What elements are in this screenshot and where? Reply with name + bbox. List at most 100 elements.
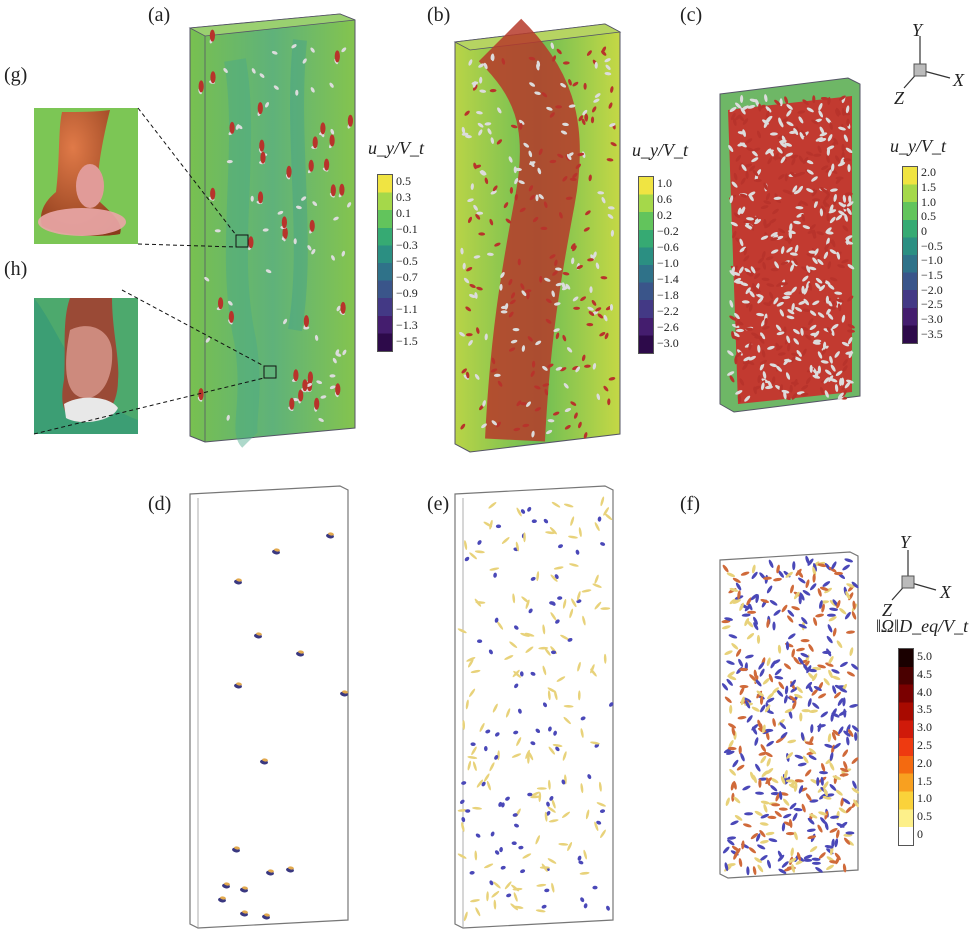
particle [585,210,591,216]
particle [844,192,853,196]
particle [779,142,787,148]
colorbar-a-tick-label: −0.3 [396,238,418,252]
vortex-structure [813,617,818,626]
vortex-structure [781,861,789,868]
particle [806,169,814,175]
particle-wake [347,114,353,127]
particle [747,360,755,366]
vortex-structure [802,590,811,596]
vortex-structure [527,792,533,797]
vortex-structure [530,576,536,581]
vortex-structure [756,634,761,644]
particle [779,309,785,317]
particle [829,355,833,364]
vortex-structure [839,661,848,668]
particle [820,205,827,213]
particle [826,155,830,163]
particle [471,81,479,85]
particle-wake [257,191,264,204]
particle [302,58,307,64]
particle [542,365,548,371]
vortex-cluster [268,869,274,873]
vortex-structure [557,596,563,600]
vortex-structure [785,779,795,783]
particle [743,356,751,362]
particle [843,158,852,162]
vortex-structure [788,783,797,789]
vortex-structure [844,558,854,563]
particle [783,358,792,363]
particle [560,130,568,135]
particle [791,392,798,400]
particle [599,332,606,337]
particle [204,276,210,282]
colorbar-a-tick-label: −0.7 [396,270,418,284]
colorbar-f-tick-label: 1.5 [917,773,932,788]
particle [508,311,514,318]
vortex-structure [554,690,558,701]
vortex-structure [800,652,809,658]
vortex-cluster [220,896,226,900]
vortex-structure [815,613,825,618]
particle [793,257,798,266]
vortex-structure [489,519,493,530]
particle [770,249,779,254]
vortex-structure [755,679,762,687]
vortex-structure [495,732,500,737]
vortex-structure [516,507,522,517]
particle-wake [248,236,254,249]
vortex-structure [842,564,850,571]
particle [562,334,567,342]
particle [786,121,794,127]
particle [767,157,773,165]
vortex-structure [524,632,535,637]
particle-wake [282,226,288,239]
vortex-structure [530,671,536,676]
vortex-structure [831,712,840,718]
particle [794,244,799,253]
vortex-structure [843,730,851,737]
particle [549,112,555,118]
particle [735,102,742,109]
particle [575,366,581,373]
vortex-structure [809,799,819,803]
colorbar-c [902,166,918,344]
particle [845,105,850,114]
particle [792,185,798,193]
vortex-structure [461,822,465,832]
vortex-structure [759,695,764,705]
vortex-structure [730,820,739,826]
particle [555,267,562,271]
vortex-structure [493,899,497,910]
particle [538,148,543,156]
particle [584,114,588,122]
vortex-structure [736,764,745,771]
vortex-structure [797,762,807,767]
particle [817,259,824,265]
particle [465,134,472,139]
vortex-structure [746,597,752,606]
particle [826,145,835,150]
axis-label-x-bottom: X [940,582,951,602]
vortex-structure [498,801,503,807]
particle [588,174,592,182]
colorbar-b-tick-label: −0.6 [657,240,679,254]
particle [837,392,844,399]
vortex-structure [829,762,835,771]
vortex-structure [752,726,758,735]
particle [831,239,836,248]
vortex-structure [803,663,809,672]
particle-wake [339,183,345,196]
vortex-structure [793,807,803,812]
vortex-cluster [298,650,304,654]
vortex-structure [600,829,606,839]
particle [785,372,791,380]
vortex-structure [553,566,564,570]
particle [461,132,469,136]
vortex-structure [543,518,549,524]
particle [604,58,611,63]
vortex-structure [472,806,482,810]
vortex-structure [843,760,848,770]
vortex-structure [721,619,731,624]
vortex-structure [822,581,831,587]
